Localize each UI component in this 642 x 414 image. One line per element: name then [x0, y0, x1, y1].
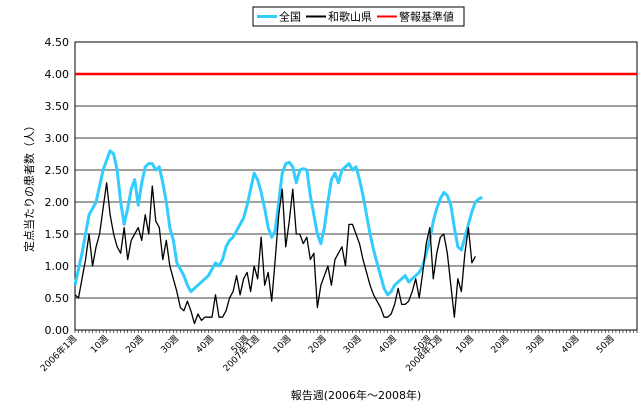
y-axis-ticks: 0.00 0.50 1.00 1.50 2.00 2.50 3.00 3.50 4.00 4.50 [45, 36, 70, 337]
legend-label: 全国 [279, 10, 301, 24]
y-axis-label: 定点当たりの患者数（人） [22, 120, 36, 252]
series-line-1 [73, 149, 483, 297]
legend-label: 和歌山県 [328, 10, 372, 24]
x-tick-label: 40週 [377, 333, 399, 355]
x-tick-label: 30週 [159, 333, 181, 355]
series-line-2 [74, 182, 476, 325]
x-tick-label: 10週 [88, 333, 110, 355]
y-tick-label: 2.00 [45, 196, 70, 209]
x-tick-label: 40週 [559, 333, 581, 355]
legend-label: 警報基準値 [399, 10, 454, 24]
x-tick-label: 30週 [524, 333, 546, 355]
y-tick-label: 0.50 [45, 292, 70, 305]
y-tick-label: 3.50 [45, 100, 70, 113]
x-tick-label: 30週 [341, 333, 363, 355]
x-tick-label: 20週 [306, 333, 328, 355]
y-tick-label: 4.00 [45, 68, 70, 81]
y-tick-label: 3.00 [45, 132, 70, 145]
x-tick-label: 40週 [194, 333, 216, 355]
x-tick-label: 2006年1週 [38, 333, 79, 374]
x-tick-label: 50週 [594, 333, 616, 355]
x-tick-label: 20週 [124, 333, 146, 355]
y-tick-label: 0.00 [45, 324, 70, 337]
y-tick-label: 1.00 [45, 260, 70, 273]
x-tick-label: 20週 [489, 333, 511, 355]
legend-box [252, 6, 465, 27]
series-group [73, 72, 637, 325]
y-tick-label: 2.50 [45, 164, 70, 177]
x-tick-label: 10週 [271, 333, 293, 355]
y-tick-label: 1.50 [45, 228, 70, 241]
x-axis-label: 報告週(2006年～2008年) [291, 388, 422, 402]
legend: 全国 和歌山県 警報基準値 [252, 6, 465, 27]
y-tick-label: 4.50 [45, 36, 70, 49]
x-tick-label: 10週 [454, 333, 476, 355]
plot-area [74, 41, 638, 331]
